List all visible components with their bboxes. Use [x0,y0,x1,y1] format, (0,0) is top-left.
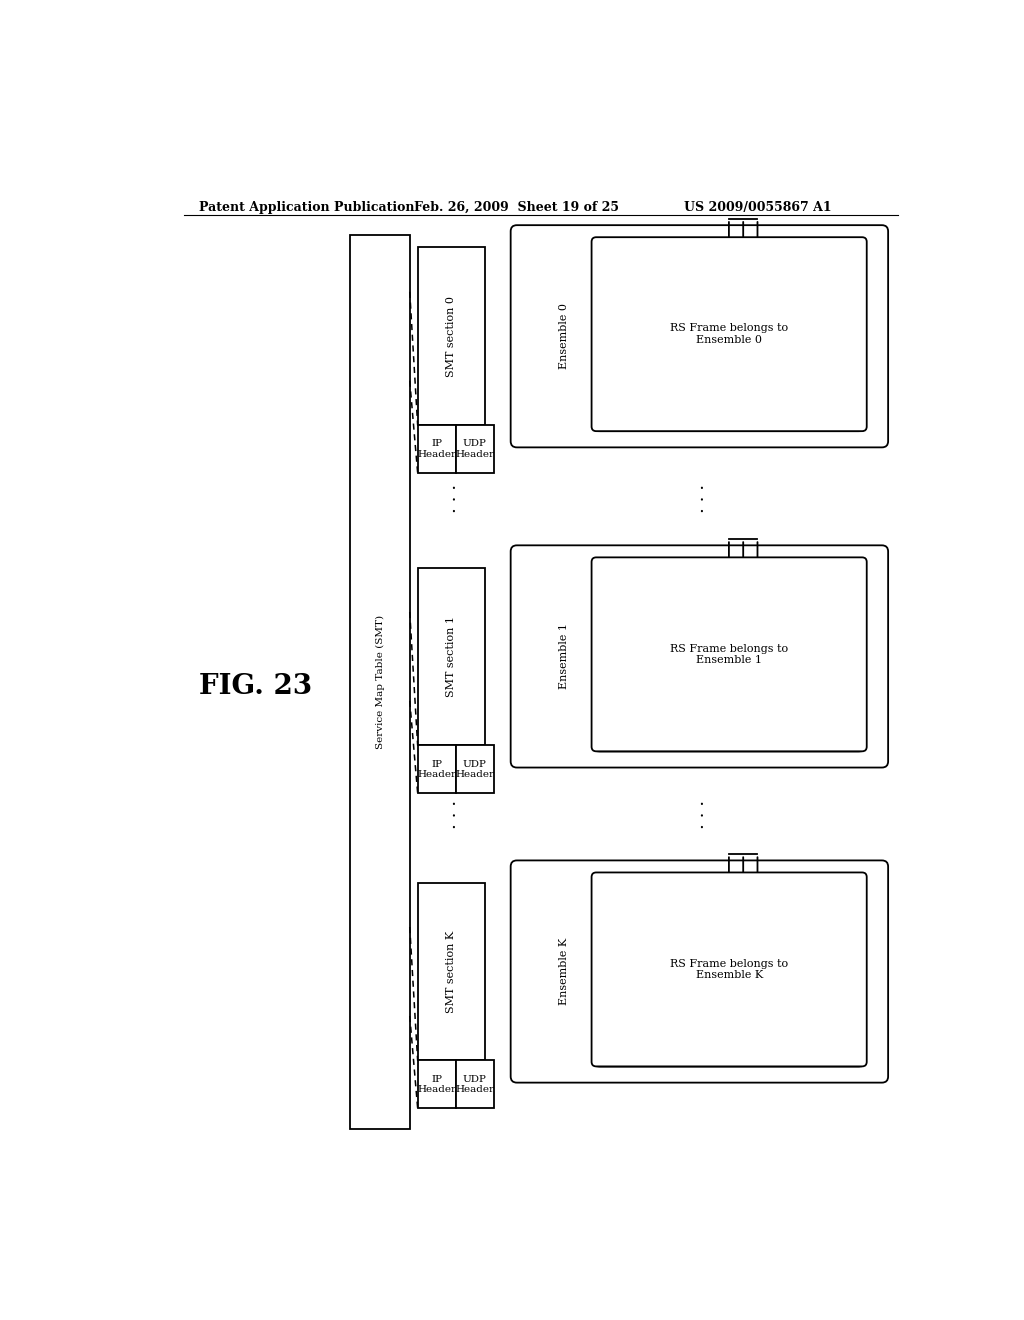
Text: RS Frame belongs to
Ensemble K: RS Frame belongs to Ensemble K [670,958,788,981]
Bar [418,568,485,746]
Text: SMT section K: SMT section K [446,931,457,1012]
FancyBboxPatch shape [592,873,866,1067]
Text: IP
Header: IP Header [417,759,457,779]
FancyBboxPatch shape [592,238,866,432]
Bar [418,247,485,425]
Text: Feb. 26, 2009  Sheet 19 of 25: Feb. 26, 2009 Sheet 19 of 25 [414,201,618,214]
FancyBboxPatch shape [595,249,863,432]
Text: Ensemble 0: Ensemble 0 [559,304,569,370]
FancyBboxPatch shape [594,879,865,1067]
Bar [418,746,456,793]
FancyBboxPatch shape [511,545,888,767]
Bar [418,425,456,473]
Bar [418,1060,456,1109]
Text: Patent Application Publication: Patent Application Publication [200,201,415,214]
Bar [350,235,410,1129]
Text: UDP
Header: UDP Header [456,1074,495,1094]
Text: SMT section 0: SMT section 0 [446,296,457,376]
Text: UDP
Header: UDP Header [456,440,495,459]
Text: Ensemble 1: Ensemble 1 [559,623,569,689]
Text: RS Frame belongs to
Ensemble 0: RS Frame belongs to Ensemble 0 [670,323,788,345]
FancyBboxPatch shape [592,557,866,751]
Text: . . .: . . . [442,484,461,513]
Text: . . .: . . . [690,800,709,829]
FancyBboxPatch shape [511,861,888,1082]
Text: UDP
Header: UDP Header [456,759,495,779]
FancyBboxPatch shape [595,884,863,1067]
Bar [418,883,485,1060]
Text: Ensemble K: Ensemble K [559,939,569,1005]
Bar [456,746,494,793]
Text: RS Frame belongs to
Ensemble 1: RS Frame belongs to Ensemble 1 [670,644,788,665]
Text: US 2009/0055867 A1: US 2009/0055867 A1 [684,201,831,214]
Bar [456,1060,494,1109]
Text: Service Map Table (SMT): Service Map Table (SMT) [376,615,385,748]
Text: IP
Header: IP Header [417,440,457,459]
FancyBboxPatch shape [595,569,863,751]
FancyBboxPatch shape [594,564,865,751]
Text: FIG. 23: FIG. 23 [200,673,312,701]
Text: SMT section 1: SMT section 1 [446,616,457,697]
Text: . . .: . . . [442,800,461,829]
FancyBboxPatch shape [594,243,865,432]
Text: . . .: . . . [690,484,709,513]
Text: IP
Header: IP Header [417,1074,457,1094]
Bar [456,425,494,473]
FancyBboxPatch shape [511,226,888,447]
